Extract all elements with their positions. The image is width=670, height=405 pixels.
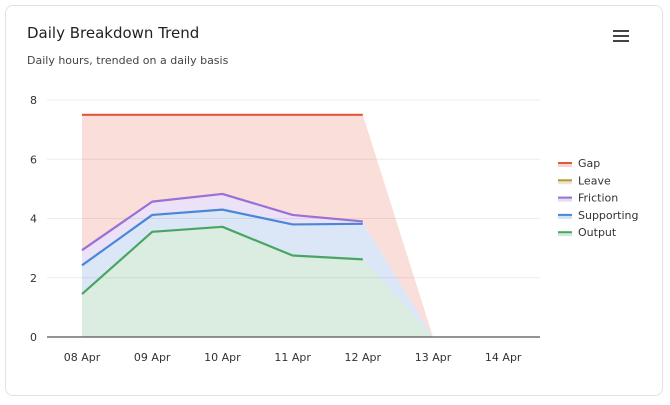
legend-label: Leave bbox=[578, 174, 611, 187]
legend-swatch-fill bbox=[558, 197, 572, 202]
legend-label: Gap bbox=[578, 157, 600, 170]
line-supporting bbox=[81, 208, 363, 267]
y-tick-label: 8 bbox=[30, 94, 37, 107]
chart-card: Daily Breakdown Trend Daily hours, trend… bbox=[5, 5, 663, 396]
hamburger-icon[interactable] bbox=[613, 30, 629, 44]
legend-swatch-fill bbox=[558, 232, 572, 237]
x-tick-label: 11 Apr bbox=[274, 351, 311, 364]
legend-label: Friction bbox=[578, 192, 618, 205]
y-tick-label: 2 bbox=[30, 272, 37, 285]
x-tick-label: 08 Apr bbox=[64, 351, 101, 364]
legend-label: Output bbox=[578, 226, 617, 239]
y-tick-label: 6 bbox=[30, 153, 37, 166]
chart-subtitle: Daily hours, trended on a daily basis bbox=[27, 54, 229, 67]
legend-label: Supporting bbox=[578, 209, 639, 222]
y-tick-label: 4 bbox=[30, 213, 37, 226]
chart-title: Daily Breakdown Trend bbox=[27, 24, 200, 42]
line-output bbox=[81, 225, 363, 295]
area-supporting bbox=[82, 209, 433, 337]
area-output bbox=[82, 226, 433, 337]
legend-swatch-fill bbox=[558, 214, 572, 219]
x-tick-label: 13 Apr bbox=[415, 351, 452, 364]
x-tick-label: 10 Apr bbox=[204, 351, 241, 364]
area-gap bbox=[82, 114, 433, 337]
legend-swatch-fill bbox=[558, 163, 572, 167]
y-tick-label: 0 bbox=[30, 331, 37, 344]
x-tick-label: 09 Apr bbox=[134, 351, 171, 364]
x-tick-label: 12 Apr bbox=[345, 351, 382, 364]
legend-swatch-fill bbox=[558, 180, 572, 185]
line-friction bbox=[81, 192, 363, 252]
x-tick-label: 14 Apr bbox=[485, 351, 522, 364]
